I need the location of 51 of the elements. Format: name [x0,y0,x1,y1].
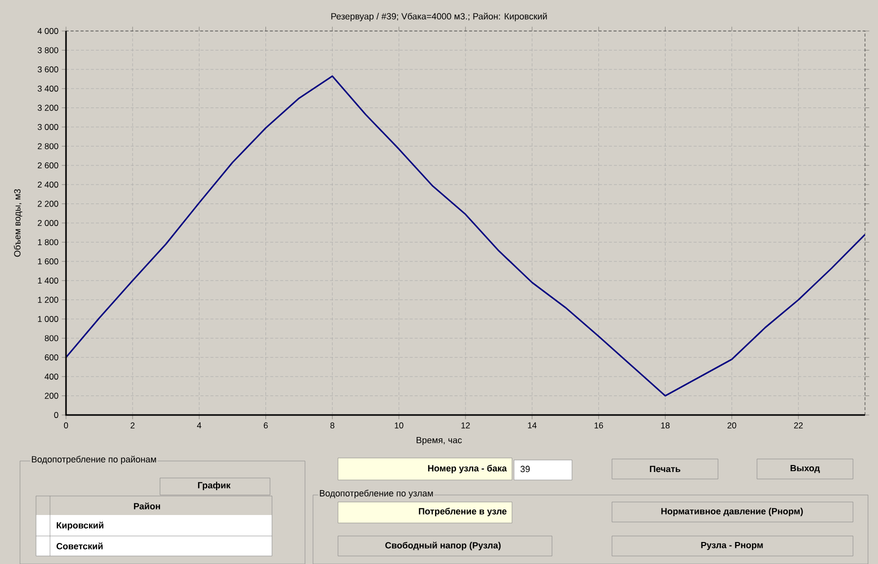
x-tick-label: 20 [728,422,736,428]
y-tick-label: 3 400 [38,86,58,92]
y-tick-label: 600 [44,354,58,360]
y-tick-label: 400 [44,374,58,380]
y-tick-label: 2 000 [38,220,58,226]
text: График [198,482,231,490]
y-tick-label: 1 200 [38,296,58,303]
text: Водопотребление по узлам [320,490,433,498]
x-tick-label: 12 [461,422,470,428]
text: Район [134,502,160,510]
y-tick-label: 3 000 [38,124,58,130]
text: Свободный напор (Рузла) [385,542,501,550]
y-tick-label: 4 000 [38,28,58,34]
y-tick-label: 1 800 [38,239,58,246]
x-tick-label: 16 [594,422,604,428]
y-tick-label: 0 [54,412,58,418]
x-tick-label: 8 [330,422,334,428]
text: Печать [650,466,680,472]
y-tick-label: 3 600 [38,66,58,72]
y-tick-label: 3 800 [38,47,58,54]
y-tick-label: 2 400 [38,182,58,188]
text: Советский [56,542,103,550]
text: Рузла - Рнорм [701,542,763,550]
x-tick-label: 22 [794,422,803,428]
text: Нормативное давление (Рнорм) [661,508,803,516]
text: 39 [520,466,530,472]
chart-title: Резервуар / #39; Vбака=4000 м3.; Район: Кировский [331,12,547,22]
text: Выход [790,464,820,473]
x-tick-label: 10 [394,422,404,428]
text: Номер узла - бака [428,464,507,474]
y-tick-label: 1 000 [38,316,58,322]
y-tick-label: 200 [44,392,58,399]
x-tick-label: 0 [64,422,68,428]
y-tick-label: 2 200 [38,200,58,207]
x-tick-label: 4 [197,422,202,428]
y-tick-label: 2 600 [38,162,58,168]
x-tick-label: 18 [661,422,670,428]
x-tick-label: 2 [130,422,135,428]
y-axis-title: Объем воды, м3 [14,189,22,257]
y-tick-label: 3 200 [38,104,58,111]
x-axis-title: Время, час [416,436,462,445]
x-tick-label: 14 [528,422,537,428]
y-tick-label: 1 600 [38,258,58,264]
text: Потребление в узле [418,508,507,516]
y-tick-label: 800 [44,335,58,342]
line-series [66,75,865,396]
text: Кировский [56,522,104,530]
y-tick-label: 1 400 [38,278,58,284]
x-tick-label: 6 [264,422,268,428]
y-tick-label: 2 800 [38,143,58,150]
text: Водопотребление по районам [32,456,156,464]
